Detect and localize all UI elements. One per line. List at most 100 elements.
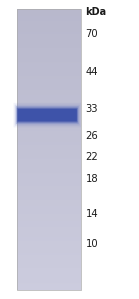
Bar bbox=[17, 201, 81, 202]
Bar bbox=[17, 133, 81, 135]
Bar bbox=[17, 73, 81, 74]
Bar bbox=[17, 205, 81, 206]
Bar bbox=[17, 286, 81, 287]
Bar bbox=[17, 235, 81, 237]
Bar bbox=[17, 184, 81, 185]
Bar bbox=[17, 76, 81, 77]
Bar bbox=[17, 94, 81, 95]
Bar bbox=[17, 129, 81, 131]
Bar bbox=[17, 105, 81, 106]
Bar bbox=[17, 74, 81, 75]
Bar bbox=[17, 69, 81, 70]
Bar bbox=[17, 276, 81, 277]
Bar bbox=[17, 130, 81, 132]
Bar bbox=[17, 109, 81, 110]
Bar bbox=[17, 189, 81, 190]
Bar bbox=[17, 106, 81, 107]
Bar bbox=[17, 144, 81, 145]
Bar bbox=[17, 137, 81, 138]
Bar bbox=[17, 60, 81, 61]
Bar bbox=[17, 78, 81, 79]
Bar bbox=[17, 161, 81, 163]
Bar bbox=[17, 131, 81, 133]
Bar bbox=[17, 274, 81, 275]
Bar bbox=[17, 75, 81, 77]
Bar bbox=[17, 81, 81, 82]
Text: 70: 70 bbox=[85, 29, 98, 39]
Bar bbox=[17, 10, 81, 11]
Bar bbox=[17, 34, 81, 35]
Bar bbox=[17, 182, 81, 183]
Bar bbox=[17, 195, 81, 196]
Bar bbox=[17, 86, 81, 87]
Bar bbox=[17, 171, 81, 172]
Bar bbox=[17, 220, 81, 222]
Bar bbox=[17, 178, 81, 179]
Bar bbox=[17, 226, 81, 227]
Bar bbox=[17, 11, 81, 13]
Bar bbox=[17, 262, 81, 263]
Bar bbox=[17, 280, 81, 281]
Bar bbox=[17, 258, 81, 259]
Bar bbox=[17, 213, 81, 214]
Bar bbox=[17, 198, 81, 199]
Bar bbox=[17, 65, 81, 66]
Bar bbox=[17, 228, 81, 229]
Bar bbox=[17, 246, 81, 247]
Bar bbox=[17, 25, 81, 27]
Bar bbox=[17, 29, 81, 30]
FancyBboxPatch shape bbox=[15, 105, 80, 126]
Bar bbox=[17, 17, 81, 18]
Bar bbox=[17, 116, 81, 118]
Bar bbox=[17, 59, 81, 60]
Bar bbox=[17, 143, 81, 144]
Bar bbox=[17, 41, 81, 42]
Bar bbox=[17, 166, 81, 167]
Bar bbox=[17, 135, 81, 136]
Bar bbox=[17, 85, 81, 86]
Bar bbox=[17, 127, 81, 128]
Bar bbox=[17, 47, 81, 48]
Bar bbox=[17, 77, 81, 78]
Bar bbox=[17, 165, 81, 166]
Bar bbox=[17, 225, 81, 226]
Bar bbox=[17, 90, 81, 91]
Bar bbox=[17, 224, 81, 225]
Bar bbox=[17, 266, 81, 268]
Bar bbox=[17, 218, 81, 219]
Bar bbox=[17, 44, 81, 45]
Bar bbox=[17, 190, 81, 191]
Bar bbox=[17, 251, 81, 253]
Bar bbox=[17, 254, 81, 255]
Bar bbox=[17, 16, 81, 17]
Bar bbox=[17, 83, 81, 84]
Bar bbox=[17, 243, 81, 244]
Bar bbox=[17, 269, 81, 270]
Bar bbox=[17, 63, 81, 64]
Bar bbox=[17, 179, 81, 180]
Bar bbox=[17, 50, 81, 51]
Bar bbox=[17, 147, 81, 149]
Bar bbox=[17, 128, 81, 129]
Bar bbox=[17, 22, 81, 23]
Bar bbox=[17, 252, 81, 254]
Bar bbox=[17, 19, 81, 20]
Bar bbox=[17, 247, 81, 248]
Bar bbox=[17, 173, 81, 174]
Bar bbox=[17, 167, 81, 168]
Bar bbox=[17, 13, 81, 14]
Bar bbox=[17, 123, 81, 124]
Bar bbox=[17, 236, 81, 238]
Bar bbox=[17, 233, 81, 234]
Bar bbox=[17, 229, 81, 230]
Bar bbox=[17, 214, 81, 215]
Bar bbox=[17, 9, 81, 10]
Bar bbox=[17, 263, 81, 264]
Bar bbox=[17, 91, 81, 92]
Bar bbox=[17, 151, 81, 152]
Bar bbox=[17, 249, 81, 251]
Bar bbox=[17, 122, 81, 123]
Bar bbox=[17, 67, 81, 68]
FancyBboxPatch shape bbox=[18, 109, 77, 121]
Bar bbox=[17, 158, 81, 160]
